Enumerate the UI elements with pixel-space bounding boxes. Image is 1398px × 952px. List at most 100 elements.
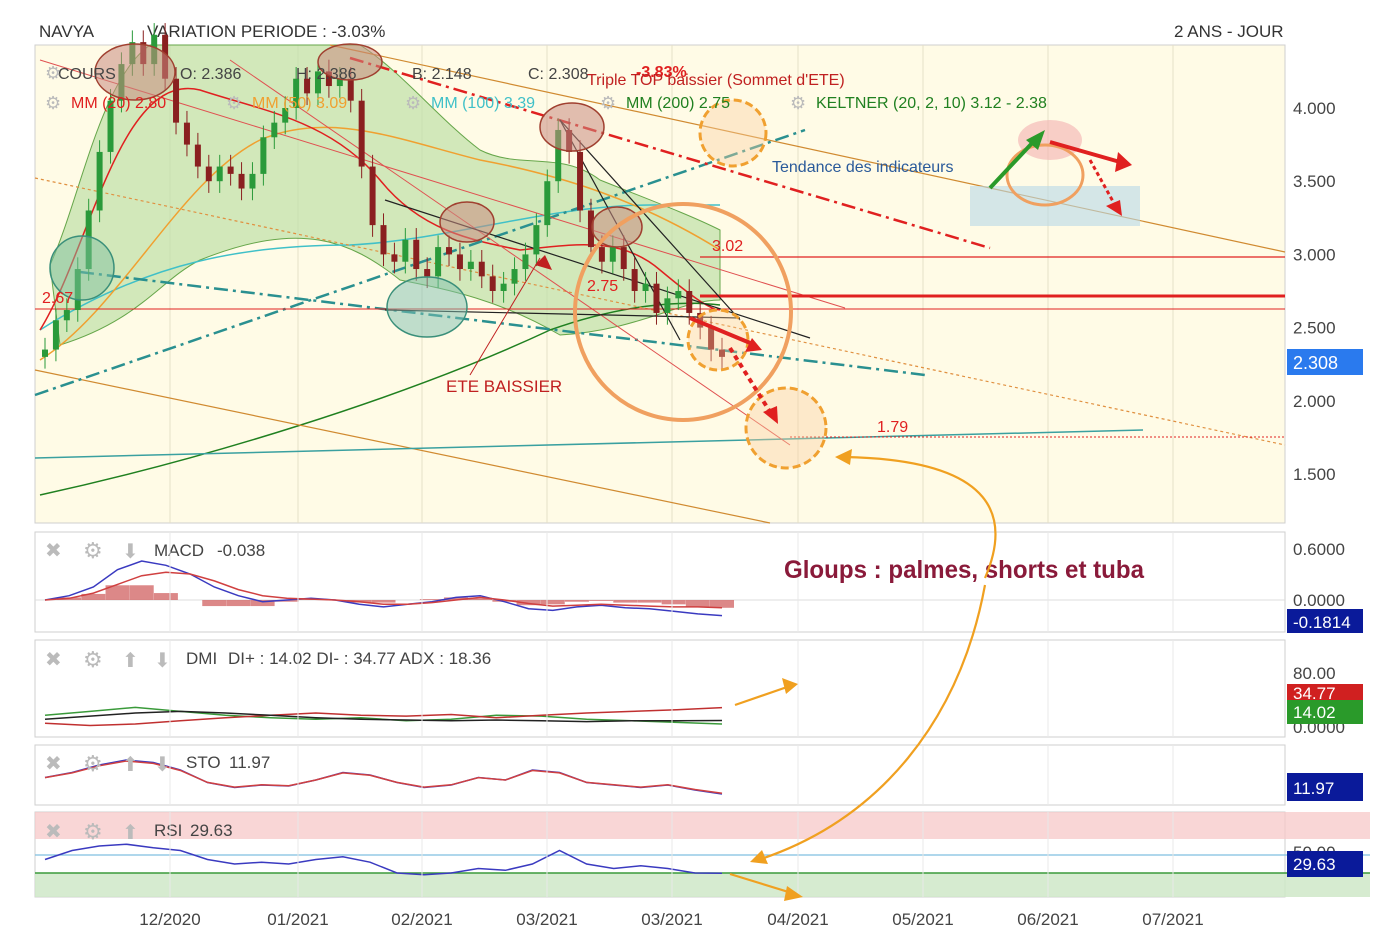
macd-badge-text: -0.1814 bbox=[1293, 613, 1351, 632]
indicator-legend: ⚙ MM (20) 2.80 ⚙ MM (50) 3.09 ⚙ MM (100) 3.39… bbox=[45, 63, 1047, 113]
sto-value: 11.97 bbox=[229, 753, 270, 772]
candle-body bbox=[642, 283, 649, 291]
macd-close-icon[interactable]: ✖ bbox=[45, 540, 62, 562]
gear-icon[interactable]: ⚙ bbox=[226, 93, 242, 113]
candle-body bbox=[609, 247, 616, 262]
sto-arrow-down-icon[interactable]: ⬇ bbox=[154, 754, 171, 776]
macd-histogram-bar bbox=[202, 600, 227, 607]
candle-body bbox=[347, 78, 354, 101]
gear-icon[interactable]: ⚙ bbox=[405, 93, 421, 113]
candle-body bbox=[631, 269, 638, 291]
comment-arrows bbox=[729, 455, 997, 896]
mm20-line bbox=[39, 87, 721, 331]
candle-body bbox=[675, 291, 682, 299]
macd-arrow-down-icon[interactable]: ⬇ bbox=[122, 541, 139, 563]
gear-icon[interactable]: ⚙ bbox=[45, 93, 61, 113]
indicator-legend-item[interactable]: ⚙ MM (200) 2.75 bbox=[600, 93, 730, 113]
macd-histogram-bar bbox=[613, 600, 638, 603]
dmi-arrow-up-icon[interactable]: ⬆ bbox=[122, 650, 139, 672]
indicator-legend-item[interactable]: ⚙ MM (50) 3.09 bbox=[226, 93, 347, 113]
candle-body bbox=[63, 310, 70, 321]
candle-body bbox=[424, 269, 431, 277]
sto-arrow-up-icon[interactable]: ⬆ bbox=[122, 754, 139, 776]
macd-histogram-bar bbox=[540, 600, 565, 605]
indicator-legend-item[interactable]: ⚙ MM (100) 3.39 bbox=[405, 93, 535, 113]
rsi-arrow-up-icon[interactable]: ⬆ bbox=[122, 822, 139, 844]
macd-histogram-bar bbox=[661, 600, 686, 605]
candle-body bbox=[358, 100, 365, 167]
candle-body bbox=[238, 173, 245, 189]
symbol-title: NAVYA bbox=[39, 22, 95, 41]
sto-gear-icon[interactable]: ⚙ bbox=[83, 751, 103, 776]
y-tick-label: 3.000 bbox=[1293, 245, 1336, 264]
y-tick-label: 1.500 bbox=[1293, 465, 1336, 484]
trendline-orange-bottom bbox=[34, 369, 771, 524]
candle-body bbox=[598, 247, 605, 262]
dmi-gear-icon[interactable]: ⚙ bbox=[83, 647, 103, 672]
ohlc-close: C: 2.308 bbox=[528, 66, 589, 83]
candle-body bbox=[216, 166, 223, 182]
x-axis: 12/2020 01/2021 02/2021 03/2021 03/2021 04/20… bbox=[139, 532, 1204, 929]
annotation-ete: ETE BAISSIER bbox=[446, 377, 562, 396]
rsi-panel: ✖ ⚙ ⬆ RSI 29.63 50.00 29.63 bbox=[34, 811, 1370, 898]
dmi-badge-red bbox=[1287, 684, 1363, 700]
sto-panel: ✖ ⚙ ⬆ ⬇ STO 11.97 11.97 bbox=[34, 744, 1363, 806]
gear-icon[interactable]: ⚙ bbox=[790, 93, 806, 113]
ohlc-low: B: 2.148 bbox=[412, 66, 472, 83]
sto-d-line bbox=[44, 760, 723, 795]
macd-histogram-bar bbox=[589, 600, 614, 601]
macd-badge bbox=[1287, 609, 1363, 633]
dmi-close-icon[interactable]: ✖ bbox=[45, 649, 62, 671]
period-label[interactable]: 2 ANS - JOUR bbox=[1174, 22, 1284, 41]
sto-close-icon[interactable]: ✖ bbox=[45, 753, 62, 775]
candle-body bbox=[271, 122, 278, 138]
dmi-axis-top: 80.00 bbox=[1293, 664, 1336, 683]
ohlc-cours: COURS bbox=[58, 66, 116, 83]
comment-text: Gloups : palmes, shorts et tuba bbox=[784, 556, 1145, 584]
rsi-gear-icon[interactable]: ⚙ bbox=[83, 819, 103, 844]
dmi-minus-line bbox=[44, 706, 723, 727]
macd-histogram-bar bbox=[468, 598, 493, 600]
x-tick-label: 01/2021 bbox=[267, 910, 328, 929]
x-tick-label: 05/2021 bbox=[892, 910, 953, 929]
dmi-name: DMI bbox=[186, 649, 217, 668]
gear-icon[interactable]: ⚙ bbox=[600, 93, 616, 113]
circle-red-1 bbox=[94, 43, 176, 101]
indicator-legend-item[interactable]: ⚙ MM (20) 2.80 bbox=[45, 93, 166, 113]
macd-histogram-bar bbox=[685, 600, 710, 607]
macd-gear-icon[interactable]: ⚙ bbox=[83, 538, 103, 563]
dmi-badge-green-text: 14.02 bbox=[1293, 703, 1336, 722]
macd-histogram-bar bbox=[274, 600, 299, 602]
candle-body bbox=[314, 71, 321, 94]
indicator-label: MM (50) 3.09 bbox=[252, 95, 347, 112]
candle-body bbox=[446, 247, 453, 255]
cours-gear-icon[interactable]: ⚙ bbox=[45, 63, 61, 83]
macd-histogram-bar bbox=[492, 600, 517, 602]
circle-red-4 bbox=[539, 102, 605, 152]
indicator-legend-item[interactable]: ⚙ KELTNER (20, 2, 10) 3.12 - 2.38 bbox=[790, 93, 1047, 113]
macd-histogram-bar bbox=[419, 599, 444, 600]
candle-body bbox=[227, 166, 234, 174]
candle-body bbox=[96, 151, 103, 211]
rsi-close-icon[interactable]: ✖ bbox=[45, 821, 62, 843]
last-price-text: 2.308 bbox=[1293, 353, 1338, 373]
candle-body bbox=[304, 78, 311, 94]
candle-body bbox=[205, 166, 212, 182]
candle-body bbox=[260, 137, 267, 174]
macd-histogram-bar bbox=[105, 585, 130, 600]
candle-body bbox=[380, 225, 387, 255]
dmi-panel: ✖ ⚙ ⬆ ⬇ DMI DI+ : 14.02 DI- : 34.77 ADX … bbox=[34, 639, 1363, 738]
x-tick-label: 06/2021 bbox=[1017, 910, 1078, 929]
candle-body bbox=[577, 151, 584, 211]
mm50-line bbox=[39, 126, 721, 361]
dmi-arrow-down-icon[interactable]: ⬇ bbox=[154, 650, 171, 672]
projection-arrows bbox=[469, 255, 778, 424]
candle-body bbox=[42, 349, 48, 357]
macd-axis-zero: 0.0000 bbox=[1293, 591, 1345, 610]
x-tick-label: 03/2021 bbox=[516, 910, 577, 929]
macd-histogram-bar bbox=[444, 597, 469, 600]
candle-body bbox=[336, 78, 343, 87]
macd-histogram-bar bbox=[516, 600, 541, 606]
candle-body bbox=[489, 276, 496, 291]
